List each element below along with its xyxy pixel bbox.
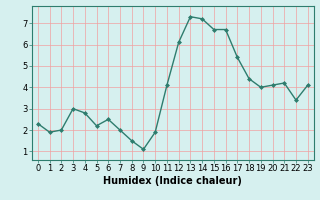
X-axis label: Humidex (Indice chaleur): Humidex (Indice chaleur) <box>103 176 242 186</box>
